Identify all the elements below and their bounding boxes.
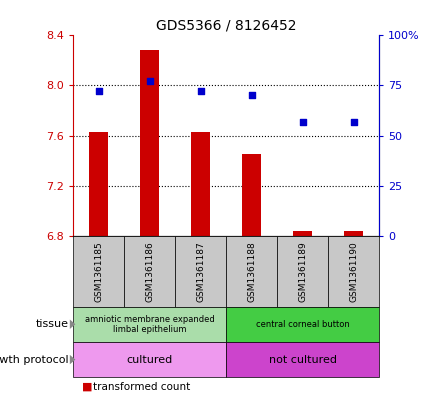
- Text: GSM1361186: GSM1361186: [145, 241, 154, 301]
- Bar: [175, 236, 226, 307]
- Bar: [226, 307, 378, 342]
- Bar: [226, 236, 276, 307]
- Bar: [73, 307, 226, 342]
- Point: [197, 88, 204, 95]
- Text: ■: ■: [82, 382, 92, 392]
- Text: GSM1361189: GSM1361189: [298, 241, 307, 301]
- Bar: [226, 342, 378, 377]
- Bar: [190, 132, 210, 236]
- Text: growth protocol: growth protocol: [0, 354, 69, 365]
- Bar: [73, 342, 226, 377]
- Text: transformed count: transformed count: [92, 382, 190, 392]
- Bar: [343, 231, 362, 236]
- Text: GSM1361187: GSM1361187: [196, 241, 205, 301]
- Bar: [242, 154, 261, 236]
- Text: cultured: cultured: [126, 354, 172, 365]
- Point: [350, 118, 356, 125]
- Text: GSM1361190: GSM1361190: [348, 241, 357, 301]
- Bar: [292, 231, 312, 236]
- Bar: [328, 236, 378, 307]
- Text: not cultured: not cultured: [268, 354, 336, 365]
- Point: [95, 88, 102, 95]
- Text: GSM1361185: GSM1361185: [94, 241, 103, 301]
- Title: GDS5366 / 8126452: GDS5366 / 8126452: [156, 19, 296, 33]
- Bar: [276, 236, 328, 307]
- Bar: [89, 132, 108, 236]
- Point: [248, 92, 255, 99]
- Text: GSM1361188: GSM1361188: [247, 241, 256, 301]
- Bar: [73, 236, 124, 307]
- Text: amniotic membrane expanded
limbal epithelium: amniotic membrane expanded limbal epithe…: [85, 314, 214, 334]
- Text: tissue: tissue: [36, 319, 69, 329]
- Text: central corneal button: central corneal button: [255, 320, 349, 329]
- Bar: [124, 236, 175, 307]
- Point: [146, 78, 153, 84]
- Bar: [140, 50, 159, 236]
- Point: [298, 118, 305, 125]
